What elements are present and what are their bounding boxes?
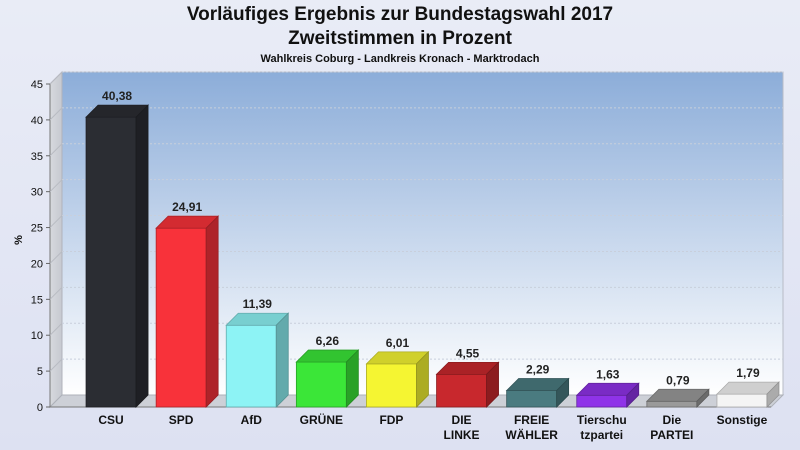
data-label: 1,79 — [736, 366, 760, 380]
data-label: 40,38 — [102, 89, 132, 103]
bar-front — [295, 361, 347, 408]
x-tick-label: tzpartei — [580, 428, 623, 442]
bar — [365, 350, 430, 408]
x-tick-label: FDP — [379, 413, 403, 427]
bar-front — [155, 227, 207, 408]
data-label: 6,26 — [316, 334, 340, 348]
data-label: 0,79 — [666, 373, 690, 387]
bar — [575, 382, 640, 408]
data-label: 4,55 — [456, 346, 480, 360]
bar-side — [345, 349, 359, 408]
bar-front — [85, 116, 137, 408]
x-tick-label: WÄHLER — [505, 427, 558, 442]
bar-side — [486, 361, 499, 408]
bar — [85, 104, 150, 408]
y-tick-label: 0 — [37, 402, 43, 414]
x-tick-label: GRÜNE — [300, 412, 343, 427]
bar-side — [275, 312, 289, 408]
bar-side — [556, 377, 570, 408]
y-tick-label: 35 — [31, 151, 43, 163]
x-tick-label: PARTEI — [650, 428, 693, 442]
gridline-wall — [49, 322, 63, 336]
x-tick-label: DIE — [452, 413, 472, 427]
x-tick-label: Tierschu — [577, 413, 627, 427]
bar-side — [135, 104, 149, 408]
bar-front — [576, 394, 628, 408]
bar-front — [436, 373, 487, 408]
x-tick-label: AfD — [241, 413, 263, 427]
gridline-wall — [49, 215, 63, 228]
y-tick-label: 15 — [31, 294, 43, 306]
gridline-wall — [49, 251, 63, 264]
y-axis-label: % — [13, 235, 25, 245]
x-tick-label: Die — [663, 413, 682, 427]
y-tick-label: 40 — [31, 115, 43, 127]
gridline-wall — [49, 358, 63, 372]
x-tick-label: LINKE — [444, 428, 480, 442]
data-label: 2,29 — [526, 363, 550, 377]
chart-title: Vorläufiges Ergebnis zur Bundestagswahl … — [186, 4, 614, 25]
x-tick-label: FREIE — [514, 413, 549, 427]
x-tick-label: Sonstige — [717, 413, 768, 427]
y-tick-label: 10 — [31, 330, 43, 342]
bar — [715, 381, 780, 408]
gridline-wall — [49, 179, 63, 193]
bar-side — [416, 350, 429, 408]
bar-front — [506, 390, 558, 408]
bar-side — [696, 388, 710, 408]
bar-side — [766, 381, 780, 408]
y-tick-label: 5 — [37, 366, 43, 378]
gridline-wall — [49, 71, 63, 85]
gridline-wall — [49, 286, 63, 300]
bar-front — [716, 393, 768, 408]
bar-front — [225, 324, 277, 408]
bar — [645, 388, 710, 408]
bar-side — [205, 215, 219, 408]
chart-subtitle: Zweitstimmen in Prozent — [288, 28, 512, 49]
bar-front — [646, 400, 698, 408]
data-label: 6,01 — [386, 336, 410, 350]
bar — [505, 377, 570, 408]
bar-side — [626, 382, 640, 408]
x-tick-label: CSU — [98, 413, 123, 427]
x-tick-label: SPD — [169, 413, 194, 427]
bar — [155, 215, 220, 408]
bar — [225, 312, 290, 408]
y-tick-label: 45 — [31, 79, 43, 91]
y-tick-label: 25 — [31, 223, 43, 235]
bar — [295, 349, 360, 408]
bar — [435, 361, 500, 408]
gridline-wall — [49, 143, 63, 157]
data-label: 24,91 — [172, 200, 202, 214]
y-tick-label: 20 — [31, 258, 43, 270]
chart-subtitle-region: Wahlkreis Coburg - Landkreis Kronach - M… — [260, 53, 540, 65]
bar-front — [366, 363, 417, 408]
data-label: 1,63 — [596, 367, 620, 381]
gridline-wall — [49, 107, 63, 121]
y-tick-label: 30 — [31, 187, 43, 199]
data-label: 11,39 — [243, 297, 273, 311]
left-wall — [49, 70, 63, 409]
